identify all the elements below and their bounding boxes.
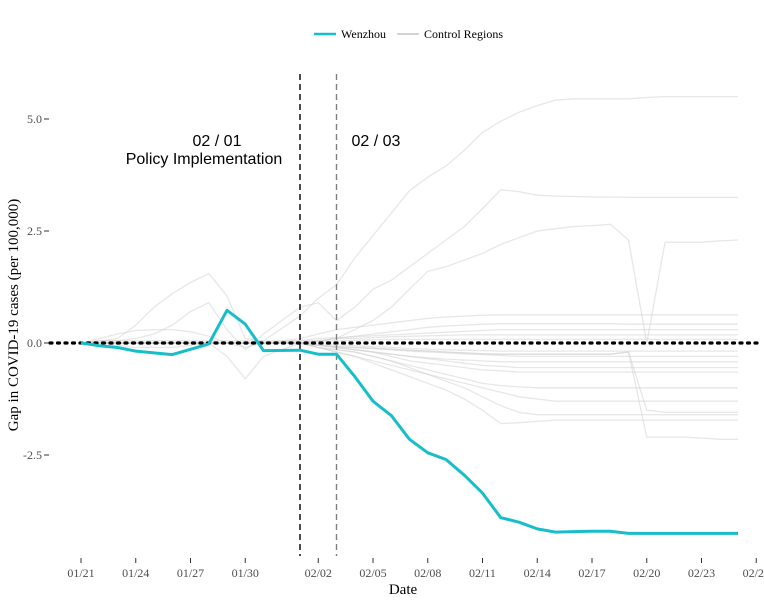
control-region-line [80, 189, 738, 351]
x-tick-label: 02/05 [359, 566, 386, 580]
x-tick-label: 02/08 [414, 566, 441, 580]
x-tick-label: 01/21 [67, 566, 94, 580]
x-tick-label: 02/02 [305, 566, 332, 580]
y-tick-label: 0.0 [27, 336, 42, 350]
x-tick-label: 01/27 [177, 566, 204, 580]
x-tick-label: 02/17 [578, 566, 605, 580]
x-tick-label: 01/30 [232, 566, 259, 580]
control-region-line [80, 95, 738, 344]
control-lines [80, 95, 739, 440]
control-region-line [80, 314, 738, 349]
x-axis: 01/21 01/24 01/27 01/30 02/02 02/05 02/08 02/11… [67, 558, 764, 580]
x-tick-label: 02/14 [524, 566, 551, 580]
control-region-line [81, 342, 738, 425]
y-axis-title: Gap in COVID-19 cases (per 100,000) [6, 199, 22, 431]
y-tick-label: 5.0 [27, 112, 42, 126]
x-tick-label: 01/24 [122, 566, 149, 580]
annotation-policy-implementation: Policy Implementation [126, 151, 283, 168]
annotation-date-0203: 02 / 03 [352, 133, 401, 150]
annotation-date-0201: 02 / 01 [193, 133, 242, 150]
control-region-line [81, 323, 738, 380]
x-tick-label: 02/26 [743, 566, 764, 580]
wenzhou-line [80, 308, 738, 535]
legend-label-wenzhou: Wenzhou [341, 27, 386, 41]
y-axis: -2.5 0.0 2.5 5.0 [23, 112, 49, 462]
x-tick-label: 02/20 [633, 566, 660, 580]
plot-area: 02 / 01 Policy Implementation 02 / 03 [48, 74, 762, 556]
control-region-line [80, 328, 738, 344]
legend: Wenzhou Control Regions [314, 27, 503, 41]
x-axis-title: Date [389, 582, 418, 598]
x-tick-label: 02/11 [469, 566, 496, 580]
legend-label-control-regions: Control Regions [424, 27, 503, 41]
x-tick-label: 02/23 [688, 566, 715, 580]
y-tick-label: -2.5 [23, 448, 42, 462]
control-region-line [81, 342, 738, 440]
y-tick-label: 2.5 [27, 224, 42, 238]
control-region-line [81, 223, 739, 344]
